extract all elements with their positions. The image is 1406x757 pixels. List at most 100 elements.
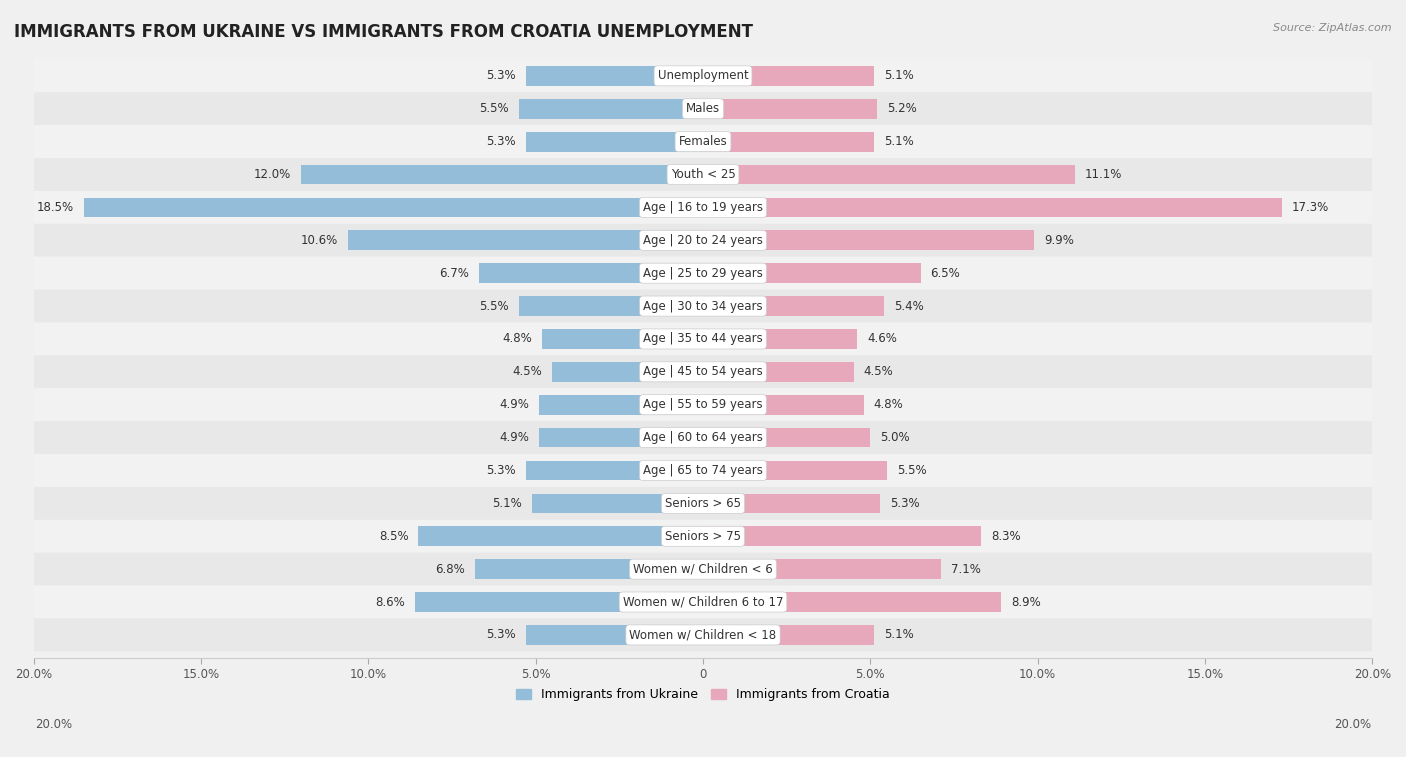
FancyBboxPatch shape xyxy=(0,454,1406,487)
Text: 7.1%: 7.1% xyxy=(950,562,980,575)
Text: 10.6%: 10.6% xyxy=(301,234,339,247)
Text: Age | 16 to 19 years: Age | 16 to 19 years xyxy=(643,201,763,214)
Text: Women w/ Children < 18: Women w/ Children < 18 xyxy=(630,628,776,641)
Text: 6.5%: 6.5% xyxy=(931,266,960,279)
Text: 5.3%: 5.3% xyxy=(486,70,516,83)
Text: Age | 20 to 24 years: Age | 20 to 24 years xyxy=(643,234,763,247)
Bar xyxy=(478,263,703,283)
Text: 12.0%: 12.0% xyxy=(254,168,291,181)
Bar xyxy=(703,395,863,415)
Text: 5.5%: 5.5% xyxy=(479,102,509,115)
FancyBboxPatch shape xyxy=(0,92,1406,125)
FancyBboxPatch shape xyxy=(0,191,1406,224)
Text: Males: Males xyxy=(686,102,720,115)
Text: 20.0%: 20.0% xyxy=(35,718,72,731)
Bar xyxy=(419,526,703,546)
Text: 4.6%: 4.6% xyxy=(868,332,897,345)
Text: 5.3%: 5.3% xyxy=(486,464,516,477)
Bar xyxy=(526,132,703,151)
Bar xyxy=(475,559,703,579)
Bar xyxy=(703,99,877,119)
Bar xyxy=(543,329,703,349)
Text: Seniors > 65: Seniors > 65 xyxy=(665,497,741,510)
FancyBboxPatch shape xyxy=(0,388,1406,421)
Bar xyxy=(703,460,887,481)
Text: Age | 55 to 59 years: Age | 55 to 59 years xyxy=(643,398,763,411)
Text: 8.3%: 8.3% xyxy=(991,530,1021,543)
Text: 5.0%: 5.0% xyxy=(880,431,910,444)
Text: Age | 25 to 29 years: Age | 25 to 29 years xyxy=(643,266,763,279)
Bar xyxy=(703,559,941,579)
Text: 20.0%: 20.0% xyxy=(1334,718,1371,731)
Text: 5.1%: 5.1% xyxy=(492,497,522,510)
Bar xyxy=(526,460,703,481)
Text: 5.4%: 5.4% xyxy=(894,300,924,313)
Text: Age | 60 to 64 years: Age | 60 to 64 years xyxy=(643,431,763,444)
FancyBboxPatch shape xyxy=(0,421,1406,454)
Bar xyxy=(519,99,703,119)
Text: 5.2%: 5.2% xyxy=(887,102,917,115)
Bar xyxy=(703,132,873,151)
Bar xyxy=(703,165,1074,185)
Text: Women w/ Children 6 to 17: Women w/ Children 6 to 17 xyxy=(623,596,783,609)
FancyBboxPatch shape xyxy=(0,224,1406,257)
Text: IMMIGRANTS FROM UKRAINE VS IMMIGRANTS FROM CROATIA UNEMPLOYMENT: IMMIGRANTS FROM UKRAINE VS IMMIGRANTS FR… xyxy=(14,23,754,41)
Text: 5.1%: 5.1% xyxy=(884,628,914,641)
Bar xyxy=(703,428,870,447)
Bar xyxy=(349,230,703,250)
Text: Females: Females xyxy=(679,136,727,148)
Bar xyxy=(703,230,1035,250)
Text: 11.1%: 11.1% xyxy=(1084,168,1122,181)
Bar xyxy=(533,494,703,513)
Bar xyxy=(538,428,703,447)
Text: 4.9%: 4.9% xyxy=(499,398,529,411)
Text: 5.3%: 5.3% xyxy=(890,497,920,510)
FancyBboxPatch shape xyxy=(0,487,1406,520)
Bar xyxy=(553,362,703,382)
Text: Women w/ Children < 6: Women w/ Children < 6 xyxy=(633,562,773,575)
Text: 4.5%: 4.5% xyxy=(513,366,543,378)
Text: Age | 65 to 74 years: Age | 65 to 74 years xyxy=(643,464,763,477)
Text: Youth < 25: Youth < 25 xyxy=(671,168,735,181)
Bar xyxy=(703,296,884,316)
Text: Age | 35 to 44 years: Age | 35 to 44 years xyxy=(643,332,763,345)
Text: 8.9%: 8.9% xyxy=(1011,596,1040,609)
FancyBboxPatch shape xyxy=(0,553,1406,586)
FancyBboxPatch shape xyxy=(0,290,1406,322)
Bar xyxy=(703,625,873,645)
Bar xyxy=(703,494,880,513)
Text: 4.8%: 4.8% xyxy=(873,398,904,411)
Text: Age | 30 to 34 years: Age | 30 to 34 years xyxy=(643,300,763,313)
FancyBboxPatch shape xyxy=(0,257,1406,290)
Bar xyxy=(703,526,981,546)
Bar xyxy=(703,198,1282,217)
Text: 5.5%: 5.5% xyxy=(479,300,509,313)
Legend: Immigrants from Ukraine, Immigrants from Croatia: Immigrants from Ukraine, Immigrants from… xyxy=(512,683,894,706)
Bar xyxy=(301,165,703,185)
Bar xyxy=(538,395,703,415)
Bar xyxy=(519,296,703,316)
FancyBboxPatch shape xyxy=(0,586,1406,618)
Bar xyxy=(84,198,703,217)
FancyBboxPatch shape xyxy=(0,520,1406,553)
Bar xyxy=(703,329,858,349)
Bar xyxy=(703,66,873,86)
FancyBboxPatch shape xyxy=(0,60,1406,92)
FancyBboxPatch shape xyxy=(0,322,1406,355)
Text: 8.6%: 8.6% xyxy=(375,596,405,609)
Bar xyxy=(526,66,703,86)
FancyBboxPatch shape xyxy=(0,125,1406,158)
Text: 6.7%: 6.7% xyxy=(439,266,468,279)
Text: Source: ZipAtlas.com: Source: ZipAtlas.com xyxy=(1274,23,1392,33)
FancyBboxPatch shape xyxy=(0,158,1406,191)
Text: 5.1%: 5.1% xyxy=(884,136,914,148)
FancyBboxPatch shape xyxy=(0,618,1406,651)
Text: 18.5%: 18.5% xyxy=(37,201,73,214)
Text: 4.8%: 4.8% xyxy=(502,332,533,345)
FancyBboxPatch shape xyxy=(0,355,1406,388)
Text: 9.9%: 9.9% xyxy=(1045,234,1074,247)
Bar xyxy=(703,362,853,382)
Bar xyxy=(526,625,703,645)
Text: 5.3%: 5.3% xyxy=(486,628,516,641)
Bar xyxy=(415,592,703,612)
